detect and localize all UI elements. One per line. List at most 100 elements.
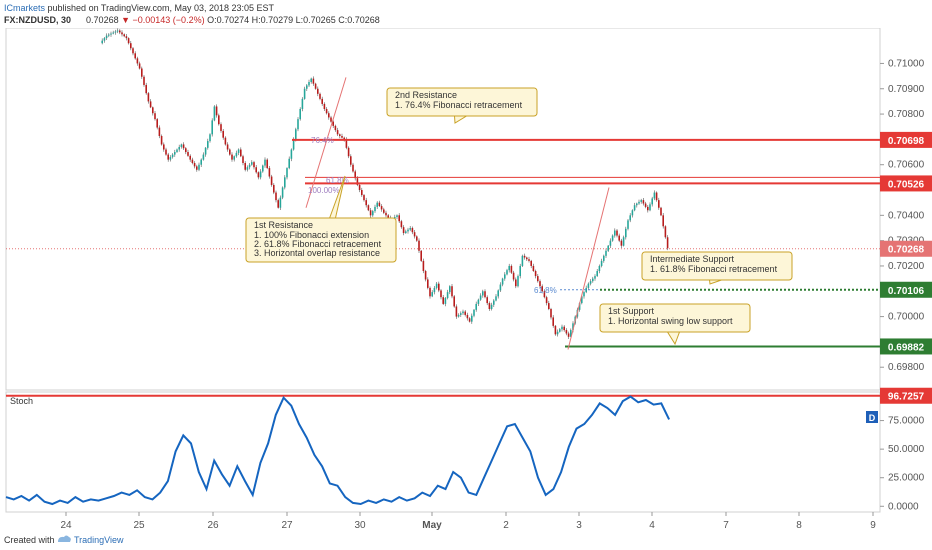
candle-body <box>367 205 370 211</box>
candle-body <box>266 159 268 169</box>
candle-body <box>240 149 242 157</box>
candle-body <box>191 159 194 164</box>
candle-body <box>202 154 205 160</box>
candle-body <box>600 260 603 266</box>
candle-body <box>666 237 669 249</box>
candle-body <box>570 330 572 337</box>
candle-body <box>158 127 161 137</box>
candle-body <box>515 279 517 287</box>
publisher-name[interactable]: ICmarkets <box>4 3 46 13</box>
fib-label-618-res: 61.8% <box>326 176 349 185</box>
price-tick-label: 0.69800 <box>888 362 925 373</box>
candle-body <box>253 162 255 168</box>
candle-body <box>288 158 290 169</box>
candle-body <box>664 226 667 238</box>
second-resistance-badge-label: 0.70698 <box>888 136 925 147</box>
candle-body <box>345 139 348 148</box>
candle-body <box>116 30 119 32</box>
candle-body <box>132 48 134 54</box>
candle-body <box>435 283 438 288</box>
intermediate-support-badge <box>880 281 932 298</box>
candle-body <box>534 271 537 277</box>
candle-body <box>358 184 361 191</box>
annotation-box[interactable] <box>245 217 397 263</box>
time-tick-label: 2 <box>503 520 509 530</box>
candle-body <box>182 144 185 149</box>
candle-body <box>532 265 535 272</box>
candle-body <box>339 134 341 137</box>
stoch-line <box>5 395 670 506</box>
candle-body <box>222 130 224 138</box>
candle-body <box>572 323 574 331</box>
tradingview-brand[interactable]: TradingView <box>74 535 124 545</box>
candle-body <box>119 30 121 33</box>
candle-body <box>235 152 238 157</box>
candle-body <box>180 144 183 147</box>
candle-body <box>196 166 198 170</box>
candle-body <box>325 109 328 114</box>
candle-body <box>281 187 284 198</box>
candle-body <box>231 154 233 160</box>
candle-body <box>455 306 458 317</box>
candle-body <box>354 171 356 179</box>
candle-body <box>347 147 350 157</box>
annotation-box[interactable] <box>386 87 538 117</box>
candle-body <box>444 298 447 304</box>
candle-body <box>636 203 638 206</box>
candle-body <box>420 250 422 261</box>
candle-body <box>567 333 570 337</box>
current-price-badge <box>880 240 932 257</box>
candle-body <box>365 200 367 206</box>
candle-body <box>413 232 416 237</box>
candle-body <box>493 300 495 305</box>
first-support-badge <box>880 338 932 355</box>
annotation-line: 1. 76.4% Fibonacci retracement <box>395 100 523 110</box>
candle-body <box>387 215 389 218</box>
candle-body <box>653 192 656 199</box>
stoch-d-badge[interactable] <box>866 411 878 423</box>
price-tick-label: 0.70200 <box>888 261 925 272</box>
candle-body <box>466 314 469 319</box>
candle-body <box>550 308 552 318</box>
candle-body <box>218 115 220 125</box>
annotation-box[interactable] <box>599 303 751 333</box>
candle-body <box>625 228 627 238</box>
price-tick-label: 0.70900 <box>888 84 925 95</box>
price-tick-label: 0.70400 <box>888 210 925 221</box>
candle-body <box>539 281 541 287</box>
time-tick-label: 25 <box>133 520 145 530</box>
candle-body <box>609 240 612 246</box>
candle-body <box>136 58 139 64</box>
candle-body <box>301 98 304 110</box>
price-tick-label: 0.70800 <box>888 109 925 120</box>
candle-body <box>541 286 543 292</box>
candle-body <box>495 296 497 301</box>
candle-body <box>400 221 403 228</box>
time-tick-label: 4 <box>649 520 655 530</box>
fib-swing-line-2 <box>567 187 610 350</box>
candle-body <box>376 202 378 207</box>
candle-body <box>123 34 125 37</box>
candle-body <box>640 200 642 202</box>
chart-svg[interactable]: 0.710000.709000.708000.706000.704000.703… <box>0 28 932 530</box>
first-support-badge-label: 0.69882 <box>888 342 925 353</box>
candle-body <box>587 283 590 288</box>
candle-body <box>642 200 645 204</box>
candle-body <box>244 163 246 170</box>
candle-body <box>605 250 607 256</box>
candle-body <box>264 159 266 166</box>
annotation-box[interactable] <box>641 251 793 281</box>
candle-body <box>583 292 585 297</box>
candle-body <box>213 106 216 121</box>
candle-body <box>200 159 202 165</box>
candle-body <box>211 120 213 135</box>
candle-body <box>299 109 301 120</box>
candle-body <box>110 33 112 35</box>
candle-body <box>143 76 145 85</box>
candle-body <box>334 125 337 131</box>
candle-body <box>226 144 229 150</box>
candle-body <box>277 200 279 208</box>
annotation-line: 1. 100% Fibonacci extension <box>254 230 369 240</box>
candle-body <box>556 331 559 335</box>
candle-body <box>457 314 460 317</box>
